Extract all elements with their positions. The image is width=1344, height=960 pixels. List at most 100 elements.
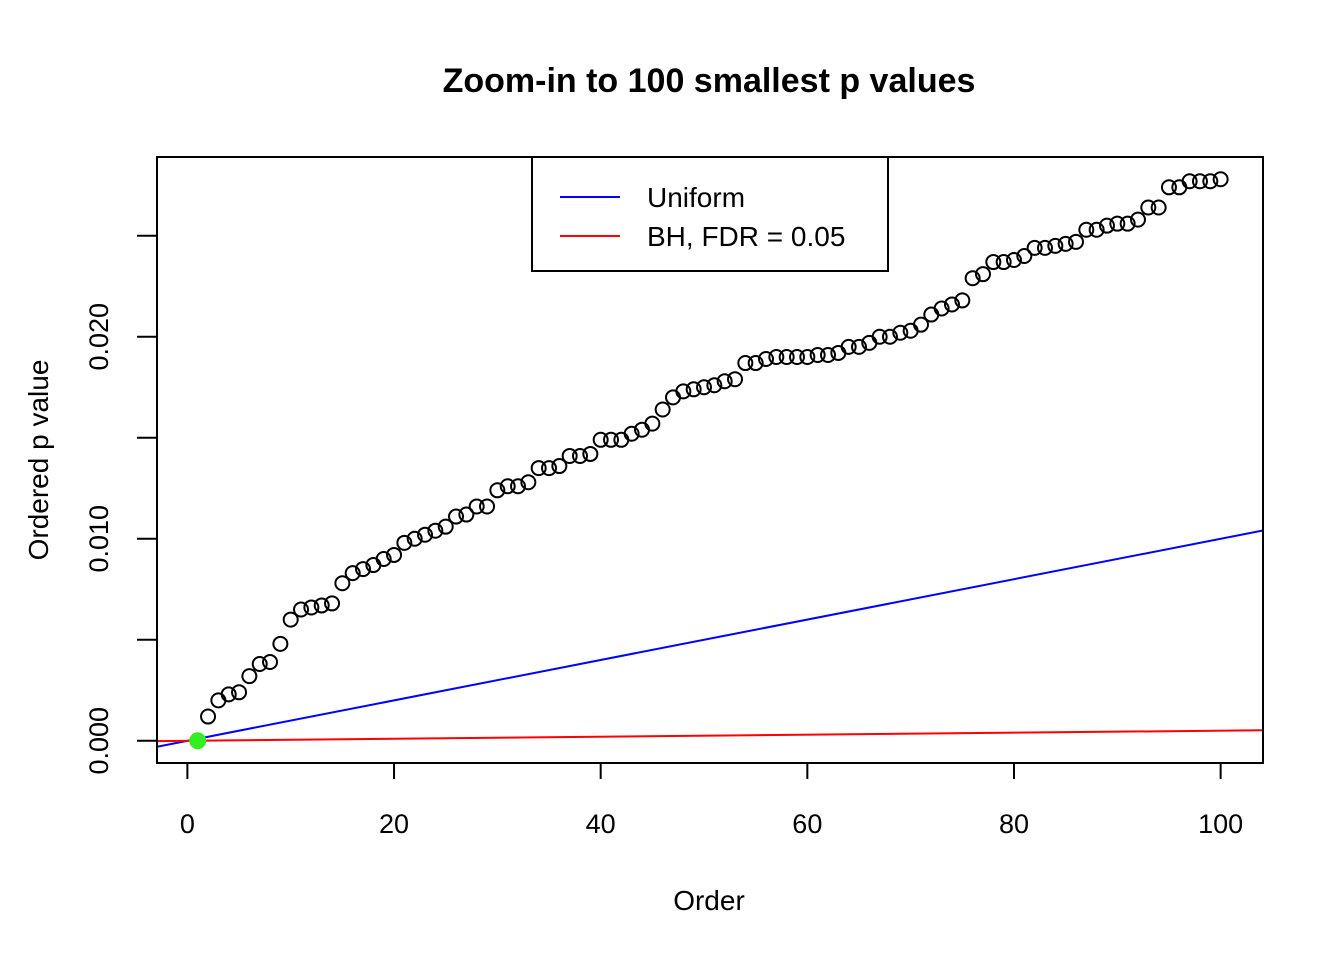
data-point <box>1140 199 1157 216</box>
data-point <box>995 254 1012 271</box>
data-point <box>799 348 816 365</box>
data-point <box>1202 173 1219 190</box>
legend: Uniform BH, FDR = 0.05 <box>531 156 889 272</box>
data-point <box>293 601 310 618</box>
data-point <box>231 684 248 701</box>
data-point <box>1129 211 1146 228</box>
data-point <box>654 401 671 418</box>
data-point <box>985 254 1002 271</box>
data-point <box>479 498 496 515</box>
data-point <box>417 526 434 543</box>
data-point <box>303 599 320 616</box>
data-point <box>530 460 547 477</box>
data-point <box>468 498 485 515</box>
data-point <box>282 611 299 628</box>
data-point <box>200 708 217 725</box>
data-point <box>355 561 372 578</box>
highlight-point <box>189 732 207 750</box>
data-point <box>789 348 806 365</box>
data-point <box>448 508 465 525</box>
data-point <box>520 474 537 491</box>
data-point <box>572 447 589 464</box>
data-point <box>334 575 351 592</box>
data-point <box>923 306 940 323</box>
data-point <box>964 270 981 287</box>
data-point <box>489 482 506 499</box>
data-point <box>1057 235 1074 252</box>
legend-label: BH, FDR = 0.05 <box>647 221 845 252</box>
data-point <box>427 522 444 539</box>
data-point <box>675 383 692 400</box>
data-point <box>210 692 227 709</box>
data-point <box>727 371 744 388</box>
x-tick-label: 20 <box>379 809 409 839</box>
data-point <box>1036 239 1053 256</box>
data-point <box>1098 217 1115 234</box>
data-point <box>696 379 713 396</box>
chart-title: Zoom-in to 100 smallest p values <box>443 62 976 100</box>
data-point <box>912 316 929 333</box>
y-tick-label: 0.010 <box>84 505 114 573</box>
data-point <box>1016 247 1033 264</box>
data-point <box>386 546 403 563</box>
reference-line-bh <box>157 729 1263 743</box>
data-point <box>541 460 558 477</box>
x-tick-label: 100 <box>1198 809 1243 839</box>
data-point <box>499 478 516 495</box>
data-point <box>344 565 361 582</box>
data-point <box>1067 233 1084 250</box>
data-point <box>1088 221 1105 238</box>
data-point <box>1119 215 1136 232</box>
data-point <box>551 458 568 475</box>
x-axis-label: Order <box>673 885 745 916</box>
x-tick-label: 60 <box>792 809 822 839</box>
data-point <box>685 381 702 398</box>
data-point <box>272 635 289 652</box>
legend-label: Uniform <box>647 182 745 213</box>
data-point <box>613 431 630 448</box>
data-point <box>716 373 733 390</box>
data-point <box>850 338 867 355</box>
data-point <box>561 447 578 464</box>
y-tick-label: 0.000 <box>84 707 114 775</box>
x-tick-label: 80 <box>999 809 1029 839</box>
data-point <box>768 348 785 365</box>
data-point <box>1109 215 1126 232</box>
data-point <box>943 296 960 313</box>
data-point <box>830 344 847 361</box>
data-point <box>603 431 620 448</box>
data-point <box>406 530 423 547</box>
data-point <box>933 300 950 317</box>
reference-line-uniform <box>157 529 1263 748</box>
data-point <box>510 478 527 495</box>
x-tick-label: 0 <box>180 809 195 839</box>
data-point <box>747 355 764 372</box>
data-point <box>396 534 413 551</box>
data-point <box>954 292 971 309</box>
data-point <box>892 324 909 341</box>
data-point <box>1160 179 1177 196</box>
data-point <box>881 328 898 345</box>
data-point <box>313 597 330 614</box>
data-point <box>644 415 661 432</box>
data-point <box>592 431 609 448</box>
data-point <box>840 338 857 355</box>
legend-box <box>531 156 889 272</box>
data-point <box>758 351 775 367</box>
data-point <box>375 550 392 567</box>
data-point <box>706 377 723 394</box>
data-point <box>582 445 599 462</box>
data-point <box>437 518 454 535</box>
data-point <box>1181 173 1198 190</box>
data-point <box>1005 252 1022 269</box>
data-point <box>623 425 640 442</box>
data-point <box>819 346 836 363</box>
data-point <box>974 266 991 283</box>
data-point <box>1047 237 1064 254</box>
y-axis-label: Ordered p value <box>23 360 54 561</box>
data-point <box>458 506 475 523</box>
data-point <box>1150 199 1167 216</box>
data-point <box>778 348 795 365</box>
data-point <box>251 656 268 673</box>
